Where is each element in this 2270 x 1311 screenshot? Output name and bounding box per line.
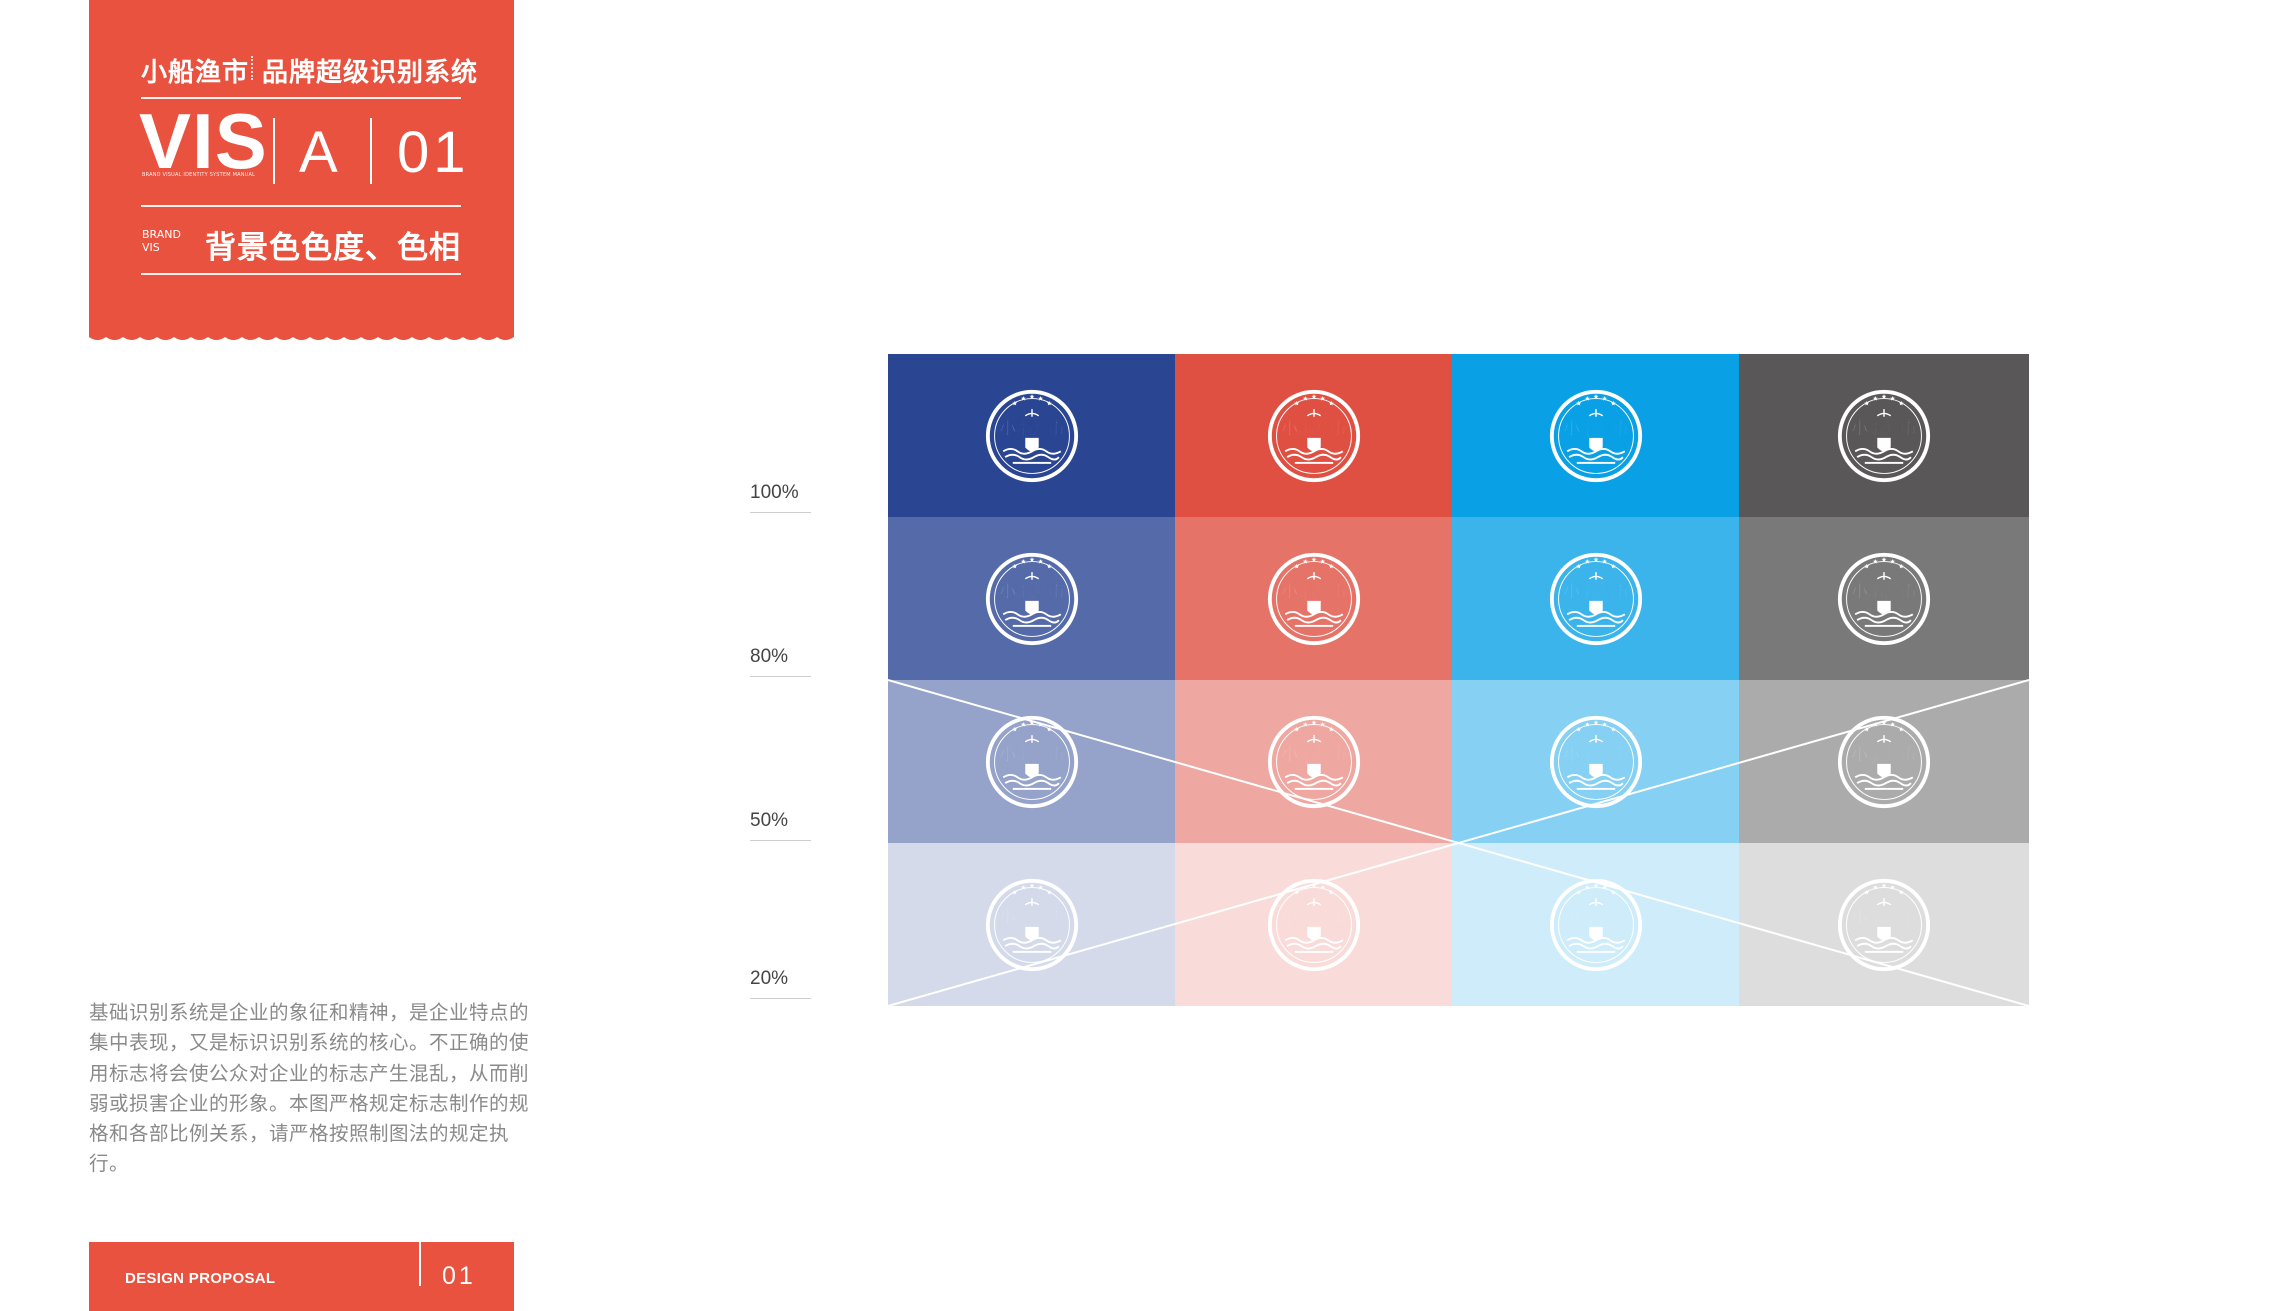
brand-system-title: 品牌超级识别系统 [262,58,479,88]
vis-subtitle: BRAND VISUAL IDENTITY SYSTEM MANUAL [142,172,256,178]
brand-title-row: 小船渔市 品牌超级识别系统 [141,48,477,88]
description-text: 基础识别系统是企业的象征和精神，是企业特点的集中表现，又是标识识别系统的核心。不… [89,1001,530,1176]
svg-text:小船渔市: 小船渔市 [1563,419,1628,438]
tint-row-20: 小船渔市 小船渔市 小船渔市 小船渔市 [888,843,2029,1006]
tint-row-80: 小船渔市 小船渔市 小船渔市 小船渔市 [888,517,2029,680]
footer-bar: DESIGN PROPOSAL 01 [89,1242,514,1311]
brand-logo-badge-icon: 小船渔市 [1267,878,1360,971]
color-swatch-cell: 小船渔市 [888,517,1175,680]
svg-text:小船渔市: 小船渔市 [1851,745,1916,764]
svg-text:小船渔市: 小船渔市 [1281,745,1346,764]
svg-text:小船渔市: 小船渔市 [999,745,1064,764]
tint-label-100: 100% [750,482,811,513]
footer-page-number: 01 [442,1262,476,1290]
header-rule-top [141,97,461,99]
header-card: 小船渔市 品牌超级识别系统 VIS BRAND VISUAL IDENTITY … [89,0,514,340]
brand-vis-small-label: BRAND VIS [142,228,181,254]
svg-text:小船渔市: 小船渔市 [1563,582,1628,601]
footer-label: DESIGN PROPOSAL [125,1270,276,1287]
brand-logo-badge-icon: 小船渔市 [1549,389,1642,482]
color-swatch-cell: 小船渔市 [1175,843,1452,1006]
brand-logo-badge-icon: 小船渔市 [1837,389,1931,482]
tint-label-50: 50% [750,810,811,841]
color-swatch-cell: 小船渔市 [1739,517,2029,680]
color-swatch-cell: 小船渔市 [1739,354,2029,517]
brand-logo-badge-icon: 小船渔市 [985,715,1078,808]
svg-text:小船渔市: 小船渔市 [999,419,1064,438]
tint-label-20: 20% [750,968,811,999]
svg-text:小船渔市: 小船渔市 [1563,908,1628,927]
header-rule-middle [141,205,461,207]
brand-logo-badge-icon: 小船渔市 [985,878,1078,971]
color-swatch-cell: 小船渔市 [1452,517,1739,680]
brand-logo-badge-icon: 小船渔市 [1267,389,1360,482]
brand-title-divider [251,56,257,80]
brand-logo-badge-icon: 小船渔市 [1837,878,1931,971]
color-swatch-cell: 小船渔市 [1175,680,1452,843]
brand-logo-badge-icon: 小船渔市 [1267,715,1360,808]
brand-logo-badge-icon: 小船渔市 [1549,878,1642,971]
color-swatch-cell: 小船渔市 [1452,843,1739,1006]
brand-logo-badge-icon: 小船渔市 [985,389,1078,482]
vis-title: VIS [139,97,268,185]
section-letter: A [299,120,338,185]
tint-label-80: 80% [750,646,811,677]
section-number: 01 [397,120,470,185]
color-swatch-cell: 小船渔市 [1175,354,1452,517]
svg-text:小船渔市: 小船渔市 [1851,419,1916,438]
svg-text:小船渔市: 小船渔市 [1851,582,1916,601]
brand-name: 小船渔市 [141,58,250,88]
brand-logo-badge-icon: 小船渔市 [1837,715,1931,808]
brand-logo-badge-icon: 小船渔市 [1267,552,1360,645]
tint-row-100: 小船渔市 小船渔市 小船渔市 小船渔市 [888,354,2029,517]
svg-text:小船渔市: 小船渔市 [999,582,1064,601]
brand-logo-badge-icon: 小船渔市 [1549,715,1642,808]
color-swatch-cell: 小船渔市 [1739,843,2029,1006]
header-divider-2 [370,118,372,184]
svg-text:小船渔市: 小船渔市 [999,908,1064,927]
svg-text:小船渔市: 小船渔市 [1281,908,1346,927]
color-swatch-cell: 小船渔市 [1739,680,2029,843]
vis-small-text: VIS [142,241,160,254]
page-heading: 背景色色度、色相 [205,230,461,266]
color-swatch-cell: 小船渔市 [888,843,1175,1006]
svg-text:小船渔市: 小船渔市 [1851,908,1916,927]
header-rule-bottom [141,273,461,275]
svg-text:小船渔市: 小船渔市 [1563,745,1628,764]
svg-text:小船渔市: 小船渔市 [1281,582,1346,601]
color-swatch-cell: 小船渔市 [1452,354,1739,517]
brand-logo-badge-icon: 小船渔市 [1837,552,1931,645]
footer-divider [419,1242,421,1286]
header-divider-1 [273,118,275,184]
brand-small-text: BRAND [142,228,181,241]
color-swatch-cell: 小船渔市 [1452,680,1739,843]
scalloped-edge [89,331,514,340]
brand-logo-badge-icon: 小船渔市 [1549,552,1642,645]
color-swatch-cell: 小船渔市 [888,354,1175,517]
color-swatch-cell: 小船渔市 [1175,517,1452,680]
brand-logo-badge-icon: 小船渔市 [985,552,1078,645]
tint-row-50: 小船渔市 小船渔市 小船渔市 小船渔市 [888,680,2029,843]
color-swatch-cell: 小船渔市 [888,680,1175,843]
color-tint-grid: 小船渔市 小船渔市 小船渔市 小船渔市 小船渔市 小船渔市 小船渔市 小船渔市 小船渔市 小船渔市… [888,354,2029,1006]
svg-text:小船渔市: 小船渔市 [1281,419,1346,438]
